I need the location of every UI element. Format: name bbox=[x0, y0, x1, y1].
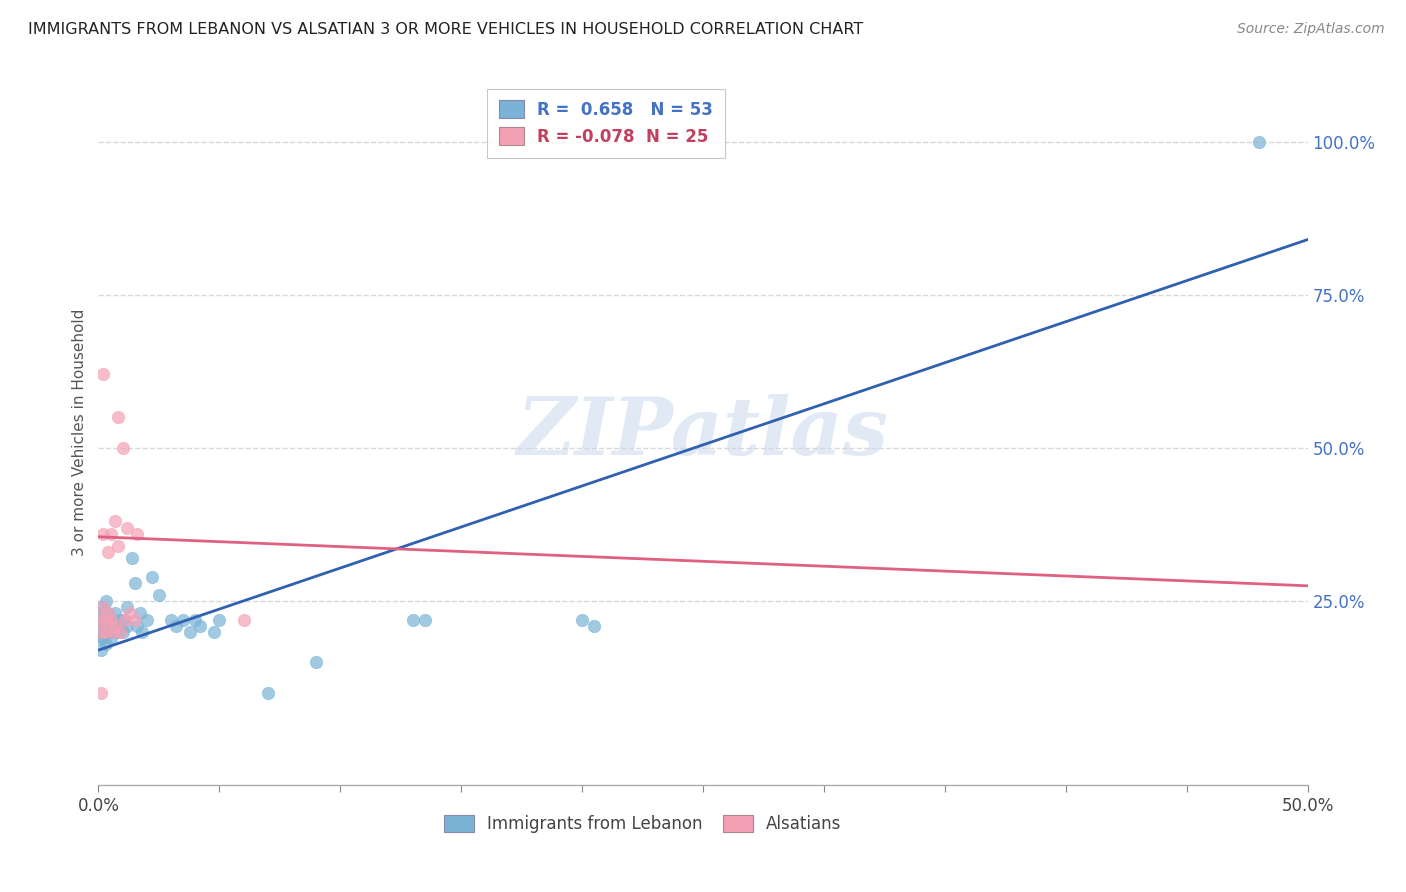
Point bbox=[583, 618, 606, 632]
Point bbox=[172, 613, 194, 627]
Point bbox=[91, 618, 114, 632]
Point bbox=[232, 613, 254, 627]
Text: ZIPatlas: ZIPatlas bbox=[517, 394, 889, 471]
Point bbox=[402, 613, 425, 627]
Point bbox=[104, 515, 127, 529]
Point bbox=[107, 539, 129, 553]
Point bbox=[94, 624, 117, 639]
Point bbox=[165, 618, 187, 632]
Point bbox=[101, 624, 124, 639]
Point bbox=[97, 624, 120, 639]
Y-axis label: 3 or more Vehicles in Household: 3 or more Vehicles in Household bbox=[72, 309, 87, 557]
Point bbox=[97, 545, 120, 559]
Legend: Immigrants from Lebanon, Alsatians: Immigrants from Lebanon, Alsatians bbox=[437, 808, 848, 840]
Text: IMMIGRANTS FROM LEBANON VS ALSATIAN 3 OR MORE VEHICLES IN HOUSEHOLD CORRELATION : IMMIGRANTS FROM LEBANON VS ALSATIAN 3 OR… bbox=[28, 22, 863, 37]
Point bbox=[124, 575, 146, 590]
Point bbox=[571, 613, 593, 627]
Point bbox=[107, 613, 129, 627]
Point bbox=[118, 607, 141, 621]
Point bbox=[90, 686, 112, 700]
Point bbox=[117, 600, 139, 615]
Point bbox=[208, 613, 231, 627]
Point bbox=[413, 613, 436, 627]
Point bbox=[91, 607, 114, 621]
Point bbox=[127, 618, 149, 632]
Point bbox=[100, 631, 122, 645]
Point bbox=[111, 441, 134, 455]
Point bbox=[97, 607, 120, 621]
Point bbox=[90, 613, 112, 627]
Point bbox=[117, 520, 139, 534]
Point bbox=[94, 637, 117, 651]
Point bbox=[97, 618, 120, 632]
Point bbox=[121, 551, 143, 566]
Point bbox=[101, 624, 124, 639]
Point bbox=[107, 624, 129, 639]
Point bbox=[204, 624, 226, 639]
Point bbox=[90, 624, 112, 639]
Point bbox=[141, 569, 163, 583]
Point bbox=[148, 588, 170, 602]
Point bbox=[124, 613, 146, 627]
Point bbox=[128, 607, 150, 621]
Text: Source: ZipAtlas.com: Source: ZipAtlas.com bbox=[1237, 22, 1385, 37]
Point bbox=[91, 526, 114, 541]
Point bbox=[94, 613, 117, 627]
Point bbox=[94, 594, 117, 608]
Point bbox=[114, 613, 136, 627]
Point bbox=[135, 613, 157, 627]
Point bbox=[104, 618, 127, 632]
Point bbox=[160, 613, 183, 627]
Point bbox=[90, 600, 112, 615]
Point bbox=[104, 618, 127, 632]
Point bbox=[90, 613, 112, 627]
Point bbox=[111, 613, 134, 627]
Point bbox=[100, 613, 122, 627]
Point bbox=[100, 613, 122, 627]
Point bbox=[305, 656, 328, 670]
Point bbox=[179, 624, 201, 639]
Point bbox=[97, 607, 120, 621]
Point bbox=[127, 526, 149, 541]
Point bbox=[256, 686, 278, 700]
Point bbox=[91, 631, 114, 645]
Point bbox=[184, 613, 207, 627]
Point bbox=[90, 631, 112, 645]
Point bbox=[89, 624, 111, 639]
Point bbox=[131, 624, 153, 639]
Point bbox=[91, 600, 114, 615]
Point bbox=[117, 618, 139, 632]
Point bbox=[108, 624, 131, 639]
Point bbox=[100, 526, 122, 541]
Point bbox=[111, 624, 134, 639]
Point bbox=[94, 613, 117, 627]
Point bbox=[90, 643, 112, 657]
Point bbox=[101, 618, 124, 632]
Point bbox=[91, 624, 114, 639]
Point bbox=[188, 618, 211, 632]
Point bbox=[104, 607, 127, 621]
Point bbox=[1249, 135, 1271, 149]
Point bbox=[91, 368, 114, 382]
Point bbox=[100, 624, 122, 639]
Point bbox=[108, 618, 131, 632]
Point bbox=[94, 624, 117, 639]
Point bbox=[107, 410, 129, 425]
